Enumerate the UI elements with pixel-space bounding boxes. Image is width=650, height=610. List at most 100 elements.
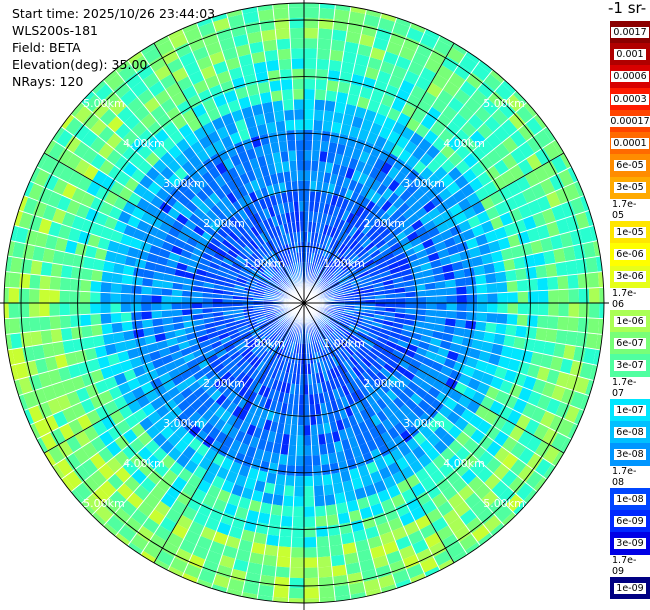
beta-gate bbox=[288, 243, 294, 254]
beta-gate bbox=[293, 332, 298, 343]
beta-gate bbox=[4, 303, 9, 319]
beta-gate bbox=[95, 83, 114, 102]
beta-gate bbox=[242, 231, 253, 243]
beta-gate bbox=[287, 276, 294, 286]
beta-gate bbox=[271, 379, 279, 391]
beta-gate bbox=[335, 196, 345, 208]
beta-gate bbox=[167, 386, 181, 399]
beta-gate bbox=[171, 523, 189, 539]
beta-gate bbox=[405, 303, 417, 309]
beta-gate bbox=[329, 263, 339, 273]
beta-gate bbox=[278, 58, 292, 70]
beta-gate bbox=[564, 182, 580, 201]
beta-gate bbox=[368, 166, 381, 180]
beta-gate bbox=[427, 386, 441, 399]
beta-gate bbox=[313, 485, 325, 497]
beta-gate bbox=[221, 479, 235, 494]
beta-gate bbox=[308, 384, 314, 395]
beta-gate bbox=[340, 319, 351, 327]
beta-gate bbox=[201, 559, 219, 575]
beta-gate bbox=[253, 382, 263, 394]
beta-gate bbox=[212, 574, 231, 589]
beta-gate bbox=[359, 185, 371, 198]
beta-gate bbox=[392, 569, 410, 584]
beta-gate bbox=[161, 180, 176, 194]
beta-gate bbox=[470, 499, 489, 517]
beta-gate bbox=[278, 235, 286, 246]
beta-gate bbox=[204, 74, 220, 89]
ray-separator bbox=[29, 180, 305, 304]
beta-gate bbox=[92, 487, 110, 505]
beta-gate bbox=[238, 464, 251, 478]
beta-gate bbox=[304, 7, 320, 19]
beta-gate bbox=[454, 277, 467, 287]
beta-gate bbox=[406, 168, 420, 182]
beta-gate bbox=[340, 337, 350, 347]
beta-gate bbox=[348, 467, 361, 481]
beta-gate bbox=[248, 275, 259, 283]
beta-gate bbox=[118, 524, 137, 542]
beta-gate bbox=[275, 380, 283, 392]
beta-gate bbox=[555, 329, 568, 345]
beta-gate bbox=[319, 282, 328, 291]
beta-gate bbox=[322, 474, 333, 486]
beta-gate bbox=[248, 552, 265, 565]
beta-gate bbox=[419, 380, 433, 393]
beta-gate bbox=[116, 106, 134, 123]
beta-gate bbox=[61, 378, 76, 395]
beta-gate bbox=[7, 349, 15, 366]
beta-gate bbox=[208, 335, 221, 345]
beta-gate bbox=[340, 198, 350, 210]
beta-gate bbox=[103, 522, 119, 537]
colorbar-tick-label: 1.7e-06 bbox=[610, 288, 650, 311]
beta-gate bbox=[312, 130, 323, 141]
beta-gate bbox=[463, 267, 476, 278]
beta-gate bbox=[192, 545, 210, 560]
beta-gate bbox=[438, 558, 454, 571]
beta-gate bbox=[543, 250, 556, 265]
beta-gate bbox=[304, 496, 315, 507]
beta-gate bbox=[505, 269, 517, 282]
beta-gate bbox=[102, 260, 115, 273]
ray-separator bbox=[303, 51, 468, 304]
beta-gate bbox=[315, 277, 322, 287]
beta-gate bbox=[262, 207, 272, 220]
beta-gate bbox=[266, 286, 277, 292]
beta-gate bbox=[348, 125, 361, 139]
beta-gate bbox=[379, 531, 396, 546]
beta-gate bbox=[314, 276, 321, 286]
beta-gate bbox=[376, 410, 388, 423]
beta-gate bbox=[197, 112, 212, 127]
beta-gate bbox=[282, 350, 289, 362]
beta-gate bbox=[570, 197, 585, 215]
beta-gate bbox=[369, 249, 381, 259]
beta-gate bbox=[352, 284, 363, 290]
beta-gate bbox=[198, 569, 216, 584]
beta-gate bbox=[336, 230, 345, 242]
beta-gate bbox=[304, 211, 309, 222]
beta-gate bbox=[350, 321, 362, 328]
beta-gate bbox=[568, 288, 580, 303]
beta-gate bbox=[313, 109, 325, 121]
beta-gate bbox=[477, 532, 493, 546]
beta-gate bbox=[285, 330, 292, 341]
beta-gate bbox=[569, 229, 583, 246]
beta-gate bbox=[206, 484, 222, 499]
beta-gate bbox=[463, 328, 476, 339]
azimuth-spoke bbox=[153, 302, 305, 564]
beta-gate bbox=[114, 466, 132, 484]
beta-gate bbox=[487, 303, 498, 314]
beta-gate bbox=[326, 442, 336, 454]
beta-gate bbox=[14, 210, 23, 227]
beta-gate bbox=[154, 89, 171, 106]
beta-gate bbox=[364, 417, 376, 431]
beta-gate bbox=[343, 292, 355, 297]
beta-gate bbox=[415, 249, 428, 260]
beta-gate bbox=[290, 557, 304, 568]
beta-gate bbox=[324, 162, 334, 174]
beta-gate bbox=[485, 385, 500, 401]
beta-gate bbox=[136, 63, 155, 81]
beta-gate bbox=[120, 293, 131, 303]
beta-gate bbox=[316, 279, 325, 288]
beta-gate bbox=[309, 191, 316, 202]
